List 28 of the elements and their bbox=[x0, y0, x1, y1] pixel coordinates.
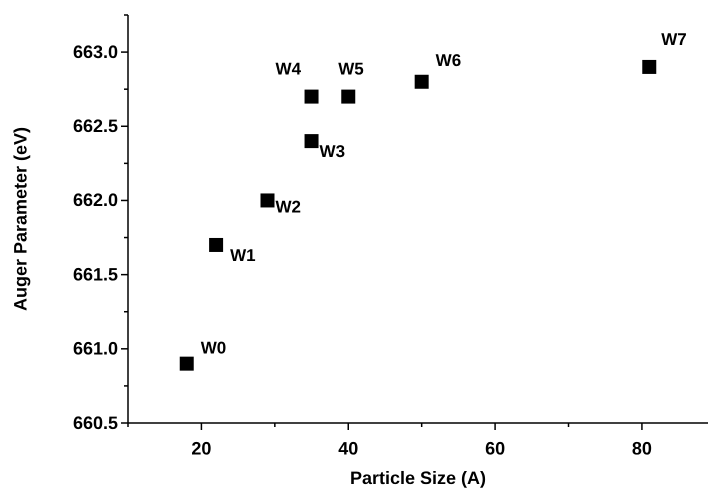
y-tick-label: 662.5 bbox=[72, 116, 118, 136]
annotation: W6 bbox=[436, 50, 462, 70]
annotation: W7 bbox=[661, 30, 687, 49]
y-axis-title: Auger Parameter (eV) bbox=[10, 126, 30, 312]
annotation: W5 bbox=[338, 60, 364, 79]
y-tick-label: 663.0 bbox=[72, 42, 118, 62]
point bbox=[341, 90, 356, 104]
y-tick-label: 661.5 bbox=[72, 264, 118, 284]
annotation: W0 bbox=[200, 338, 226, 358]
point bbox=[414, 74, 429, 89]
point bbox=[209, 238, 224, 252]
annotation: W4 bbox=[276, 60, 302, 79]
point bbox=[260, 193, 274, 208]
y-tick-label: 662.0 bbox=[72, 190, 118, 210]
x-tick-label: 40 bbox=[338, 438, 358, 459]
point bbox=[180, 356, 194, 371]
x-tick-label: 60 bbox=[485, 438, 506, 459]
x-axis-title: Particle Size (A) bbox=[350, 468, 486, 488]
point bbox=[304, 90, 319, 104]
point bbox=[304, 134, 319, 148]
x-tick-label: 80 bbox=[632, 438, 652, 459]
y-tick-label: 660.5 bbox=[72, 412, 118, 433]
y-tick-label: 661.0 bbox=[72, 338, 118, 359]
annotation: W3 bbox=[320, 142, 346, 162]
annotation: W1 bbox=[230, 246, 256, 265]
annotation: W2 bbox=[275, 197, 301, 216]
point bbox=[642, 60, 656, 74]
x-tick-label: 20 bbox=[191, 438, 212, 459]
